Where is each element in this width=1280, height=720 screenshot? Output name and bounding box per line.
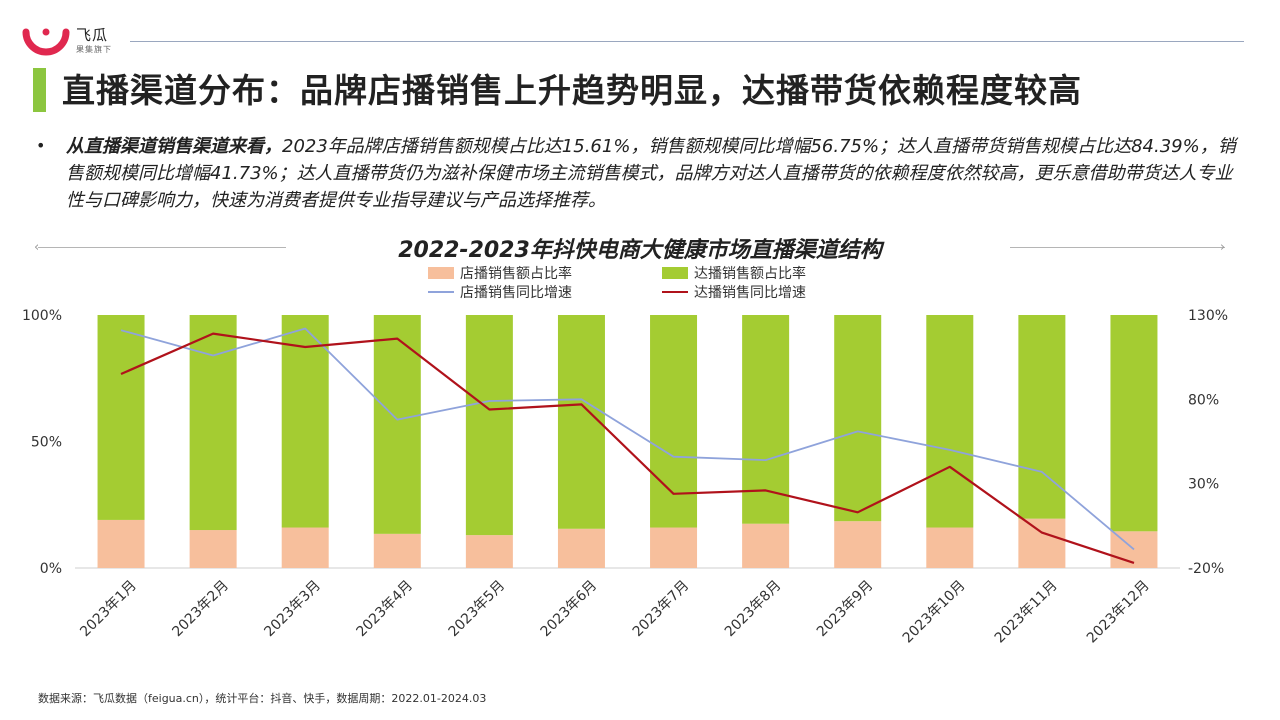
bar-daren-11: [1018, 315, 1066, 519]
bar-daren-3: [281, 315, 329, 528]
x-axis-label-1: 2023年1月: [77, 578, 140, 641]
page-title: 直播渠道分布：品牌店播销售上升趋势明显，达播带货依赖程度较高: [62, 71, 1082, 110]
bar-daren-4: [373, 315, 421, 534]
legend-label-3: 店播销售同比增速: [460, 285, 572, 301]
legend-label-4: 达播销售同比增速: [694, 285, 806, 301]
bar-store-7: [650, 527, 698, 568]
bar-daren-10: [926, 315, 974, 528]
bar-store-2: [189, 530, 237, 568]
bar-store-6: [557, 528, 605, 568]
title-rule-right: [1010, 247, 1225, 248]
bar-store-5: [465, 535, 513, 568]
bar-store-3: [281, 527, 329, 568]
x-axis-label-2: 2023年2月: [169, 578, 232, 641]
bar-daren-9: [834, 315, 882, 522]
x-axis-label-12: 2023年12月: [1084, 578, 1153, 647]
feigua-logo: [22, 28, 70, 56]
bar-store-11: [1018, 518, 1066, 568]
bar-store-4: [373, 533, 421, 568]
bar-store-1: [97, 519, 145, 568]
right-axis-tick-4: 130%: [1188, 308, 1228, 324]
legend-label-1: 店播销售额占比率: [460, 265, 572, 282]
left-axis-tick-2: 50%: [31, 435, 62, 451]
bullet-marker: •: [36, 136, 46, 155]
bar-store-8: [742, 523, 790, 568]
summary-text: 2023年品牌店播销售额规模占比达15.61%，销售额规模同比增幅56.75%；…: [66, 136, 1236, 211]
bar-daren-6: [557, 315, 605, 529]
title-accent-bar: [33, 68, 46, 112]
left-axis-tick-3: 100%: [22, 308, 62, 324]
legend-swatch-1: [428, 267, 454, 279]
bar-daren-1: [97, 315, 145, 520]
x-axis-label-9: 2023年9月: [814, 578, 877, 641]
bar-daren-5: [465, 315, 513, 536]
summary-lead: 从直播渠道销售渠道来看，: [66, 136, 282, 157]
line-daren-growth: [120, 332, 1135, 564]
x-axis-label-10: 2023年10月: [900, 578, 969, 647]
right-axis-tick-1: -20%: [1188, 561, 1224, 577]
data-source-note: 数据来源：飞瓜数据（feigua.cn），统计平台：抖音、快手，数据周期：202…: [38, 692, 487, 705]
right-axis-tick-2: 30%: [1188, 477, 1219, 493]
x-axis-label-6: 2023年6月: [538, 578, 601, 641]
title-rule-left: [38, 247, 286, 248]
brand-name: 飞瓜: [76, 26, 109, 44]
bar-daren-2: [189, 315, 237, 531]
x-axis-label-3: 2023年3月: [261, 578, 324, 641]
left-axis-tick-1: 0%: [40, 561, 62, 577]
x-axis-label-4: 2023年4月: [354, 578, 417, 641]
x-axis-label-8: 2023年8月: [722, 578, 785, 641]
x-axis-label-5: 2023年5月: [446, 578, 509, 641]
bar-daren-7: [650, 315, 698, 528]
line-store-growth: [120, 327, 1135, 551]
header-divider: [130, 41, 1244, 42]
chart-title: 2022-2023年抖快电商大健康市场直播渠道结构: [398, 238, 882, 263]
bar-store-10: [926, 527, 974, 568]
x-axis-label-11: 2023年11月: [992, 578, 1061, 647]
brand-tagline: 果集旗下: [76, 45, 112, 54]
summary-bullet: 从直播渠道销售渠道来看，2023年品牌店播销售额规模占比达15.61%，销售额规…: [66, 133, 1236, 214]
legend-label-2: 达播销售额占比率: [694, 265, 806, 282]
bar-store-9: [834, 521, 882, 568]
arrow-left-icon: ‹: [34, 240, 40, 255]
bar-daren-12: [1110, 315, 1158, 532]
right-axis-tick-3: 80%: [1188, 392, 1219, 408]
arrow-right-icon: ›: [1220, 240, 1226, 255]
bar-daren-8: [742, 315, 790, 524]
x-axis-label-7: 2023年7月: [630, 578, 693, 641]
legend-swatch-2: [662, 267, 688, 279]
